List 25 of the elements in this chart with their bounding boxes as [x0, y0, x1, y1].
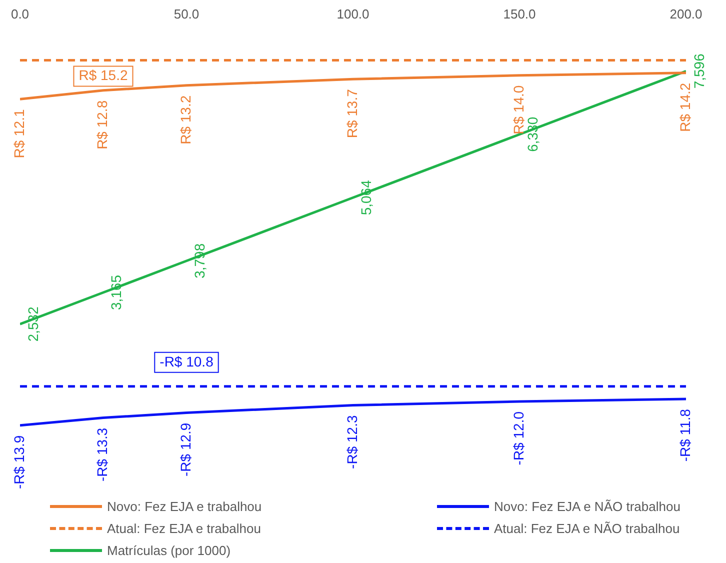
x-tick-label: 50.0 — [174, 6, 200, 22]
data-label: -R$ 12.0 — [510, 411, 526, 466]
legend-label: Atual: Fez EJA e trabalhou — [107, 520, 261, 536]
data-label: -R$ 12.9 — [177, 422, 194, 476]
data-label: -R$ 11.8 — [676, 408, 693, 462]
legend-label: Novo: Fez EJA e NÃO trabalhou — [494, 498, 680, 514]
data-label: R$ 14.0 — [510, 85, 526, 134]
x-tick-label: 100.0 — [336, 6, 370, 22]
data-label: -R$ 13.3 — [94, 428, 110, 482]
x-tick-label: 150.0 — [503, 6, 536, 22]
data-label: 7,596 — [690, 53, 707, 89]
data-label: R$ 15.2 — [78, 67, 128, 84]
data-label: R$ 13.2 — [177, 95, 194, 144]
data-label: R$ 14.2 — [676, 82, 693, 132]
data-label: -R$ 10.8 — [160, 353, 214, 370]
legend-label: Novo: Fez EJA e trabalhou — [107, 498, 262, 514]
data-label: -R$ 13.9 — [10, 435, 27, 490]
legend-label: Atual: Fez EJA e NÃO trabalhou — [494, 520, 680, 536]
data-label: R$ 12.8 — [94, 100, 110, 150]
x-tick-label: 200.0 — [670, 6, 702, 22]
data-label: R$ 13.7 — [344, 88, 360, 138]
data-label: R$ 12.1 — [10, 108, 27, 158]
data-label: -R$ 12.3 — [344, 415, 360, 469]
legend-label: Matrículas (por 1000) — [107, 542, 231, 558]
x-tick-label: 0.0 — [10, 6, 30, 22]
